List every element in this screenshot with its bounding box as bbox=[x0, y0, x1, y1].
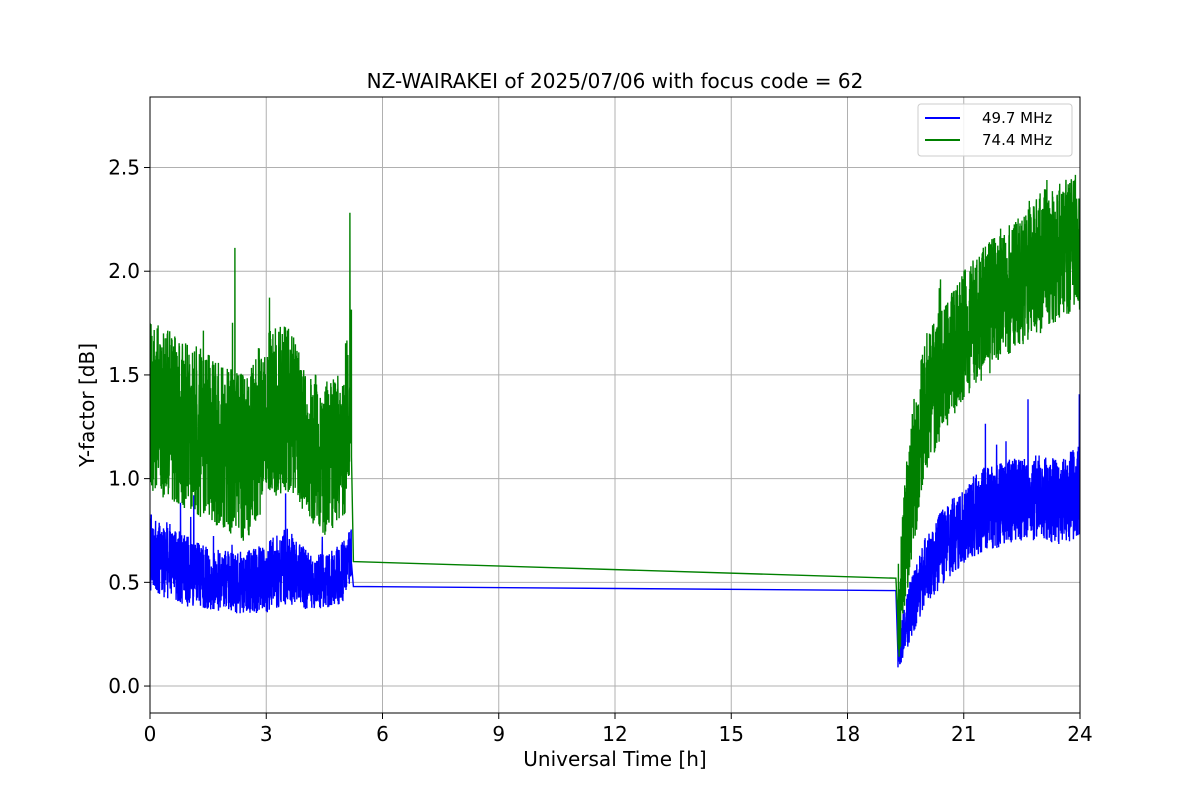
x-tick-label: 6 bbox=[376, 722, 389, 746]
x-tick-label: 18 bbox=[835, 722, 860, 746]
series-2 bbox=[150, 174, 1080, 657]
legend: 49.7 MHz 74.4 MHz bbox=[917, 103, 1073, 157]
series-line bbox=[150, 394, 1080, 668]
x-axis-label: Universal Time [h] bbox=[523, 747, 706, 771]
x-tick-label: 9 bbox=[492, 722, 505, 746]
x-axis: 0 3 6 9 12 15 18 21 24 bbox=[144, 713, 1093, 746]
chart-title: NZ-WAIRAKEI of 2025/07/06 with focus cod… bbox=[367, 69, 864, 93]
y-tick-label: 2.5 bbox=[108, 156, 140, 180]
x-tick-label: 21 bbox=[951, 722, 976, 746]
y-axis-label: Y-factor [dB] bbox=[75, 343, 99, 468]
x-tick-label: 0 bbox=[144, 722, 157, 746]
y-tick-label: 2.0 bbox=[108, 259, 140, 283]
x-tick-label: 24 bbox=[1067, 722, 1092, 746]
x-tick-label: 15 bbox=[719, 722, 744, 746]
plot-data bbox=[150, 174, 1080, 668]
y-axis: 0.0 0.5 1.0 1.5 2.0 2.5 bbox=[108, 156, 150, 698]
legend-label: 74.4 MHz bbox=[982, 131, 1052, 149]
x-tick-label: 3 bbox=[260, 722, 273, 746]
legend-label: 49.7 MHz bbox=[982, 109, 1052, 127]
series-1 bbox=[150, 394, 1080, 668]
y-tick-label: 0.0 bbox=[108, 674, 140, 698]
x-tick-label: 12 bbox=[602, 722, 627, 746]
series-line bbox=[150, 174, 1080, 657]
y-tick-label: 0.5 bbox=[108, 570, 140, 594]
y-tick-label: 1.0 bbox=[108, 467, 140, 491]
y-tick-label: 1.5 bbox=[108, 363, 140, 387]
